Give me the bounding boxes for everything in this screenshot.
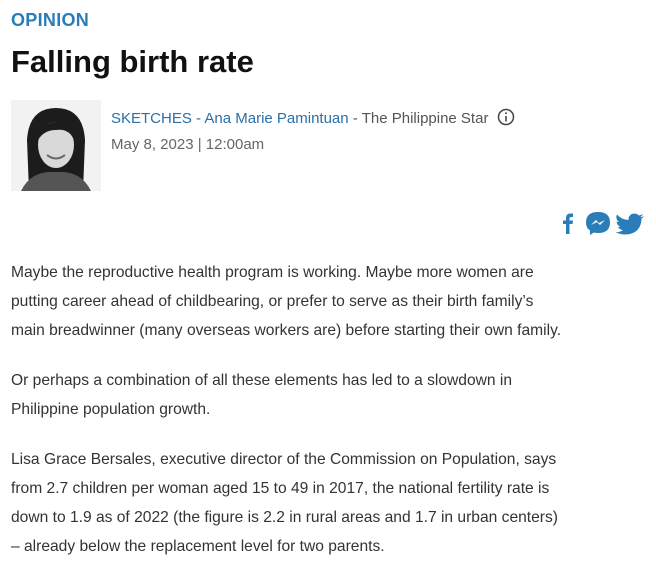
article-body: Maybe the reproductive health program is… [11,258,656,582]
messenger-icon[interactable] [586,212,610,235]
paragraph-line: Maybe the reproductive health program is… [11,264,534,281]
publish-date: May 8, 2023 | 12:00am [111,136,265,153]
author-name[interactable]: Ana Marie Pamintuan [204,110,349,127]
share-icons [563,212,645,235]
facebook-icon[interactable] [563,213,573,235]
paragraph-line: from 2.7 children per woman aged 15 to 4… [11,480,550,497]
twitter-icon[interactable] [615,213,645,235]
author-photo [11,100,101,191]
section-label[interactable]: OPINION [11,10,90,30]
paragraph: Maybe the reproductive health program is… [11,258,656,345]
column-name[interactable]: SKETCHES [111,110,192,127]
paragraph-line: Or perhaps a combination of all these el… [11,372,513,389]
paragraph-line: Lisa Grace Bersales, executive director … [11,451,557,468]
paragraph-line: putting career ahead of childbearing, or… [11,293,534,310]
paragraph-line: Philippine population growth. [11,401,211,418]
paragraph-line: down to 1.9 as of 2022 (the figure is 2.… [11,509,558,526]
separator: - [196,110,202,127]
paragraph: Lisa Grace Bersales, executive director … [11,445,656,561]
paragraph: Or perhaps a combination of all these el… [11,366,656,424]
publication: The Philippine Star [361,110,489,127]
separator: - [352,110,358,127]
paragraph-line: – already below the replacement level fo… [11,538,385,555]
byline: SKETCHES - Ana Marie Pamintuan - The Phi… [111,108,515,127]
article-title: Falling birth rate [11,44,254,79]
info-icon[interactable] [497,108,515,126]
paragraph-line: main breadwinner (many overseas workers … [11,322,562,339]
